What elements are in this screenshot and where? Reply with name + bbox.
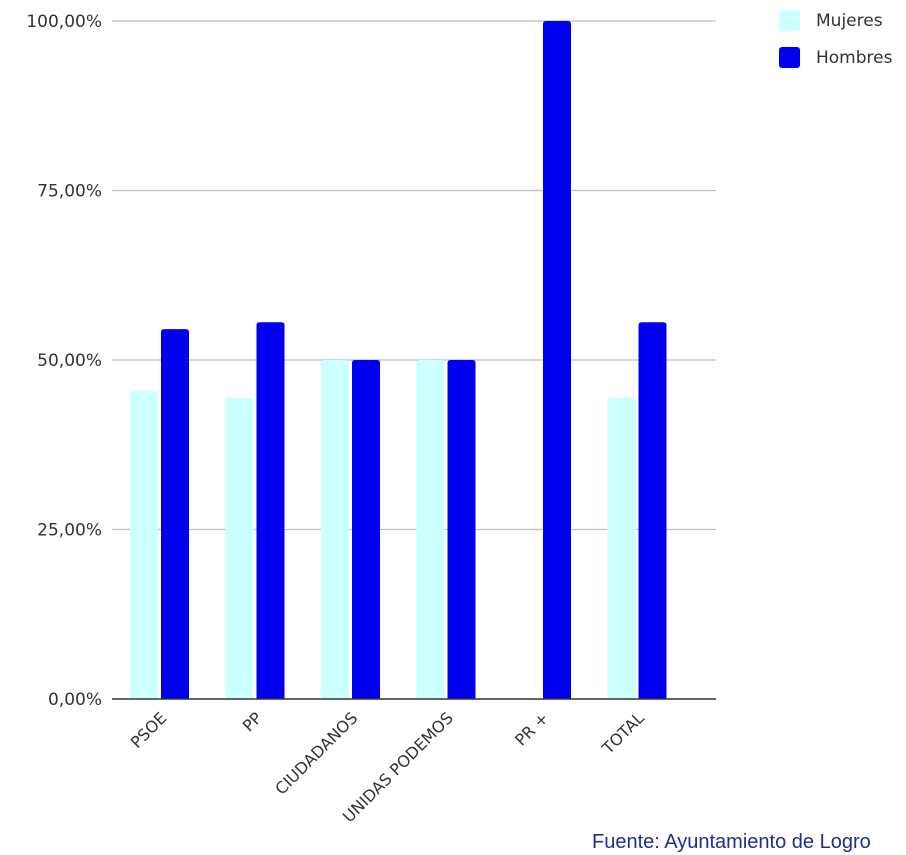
category-label: PP [239, 708, 266, 735]
category-label: PSOE [127, 708, 170, 751]
y-tick-labels: 0,00% 25,00% 50,00% 75,00% 100,00% [26, 12, 102, 710]
legend-label: Hombres [816, 48, 893, 68]
bar-hombres-unidas-podemos [448, 360, 476, 699]
legend-swatch [779, 10, 800, 31]
category-label: PR + [511, 708, 552, 749]
bar-hombres-ciudadanos [352, 360, 380, 699]
y-tick-label: 25,00% [37, 521, 102, 541]
y-tick-label: 50,00% [37, 351, 102, 371]
bar-hombres-pr [543, 21, 571, 699]
y-tick-label: 75,00% [37, 182, 102, 202]
bar-mujeres-pp [226, 398, 254, 699]
legend: Mujeres Hombres [779, 10, 893, 68]
y-tick-label: 0,00% [48, 690, 102, 710]
source-note: Fuente: Ayuntamiento de Logro [592, 830, 906, 855]
category-label: CIUDADANOS [271, 708, 361, 798]
bar-mujeres-psoe [130, 391, 158, 699]
legend-swatch [779, 47, 800, 68]
bar-mujeres-total [608, 398, 636, 699]
bar-mujeres-ciudadanos [321, 360, 349, 699]
legend-label: Mujeres [816, 11, 883, 31]
bar-hombres-pp [257, 322, 285, 699]
bar-hombres-psoe [161, 329, 189, 699]
bar-hombres-total [639, 322, 667, 699]
category-label: TOTAL [598, 708, 648, 758]
y-tick-label: 100,00% [26, 12, 102, 32]
bar-mujeres-unidas-podemos [417, 360, 445, 699]
